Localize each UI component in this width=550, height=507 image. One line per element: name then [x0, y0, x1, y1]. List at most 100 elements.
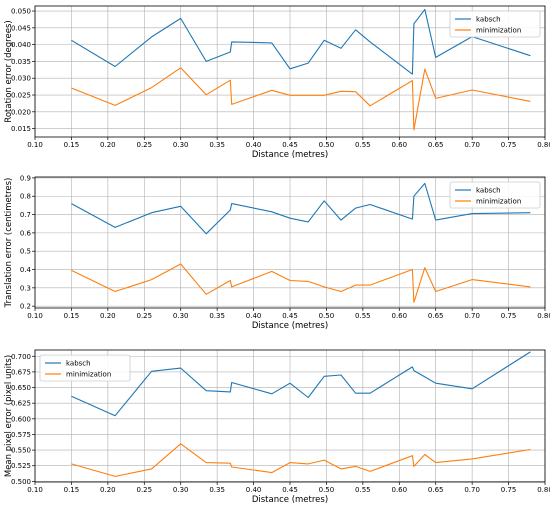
- x-axis-label: Distance (metres): [252, 495, 328, 505]
- legend-label: minimization: [476, 27, 521, 35]
- x-tick-label: 0.20: [100, 312, 116, 320]
- legend: kabsch minimization: [449, 10, 541, 38]
- y-tick-label: 0.035: [11, 58, 31, 66]
- y-tick-label: 0.625: [11, 400, 31, 408]
- legend: kabsch minimization: [449, 181, 541, 209]
- x-tick-label: 0.15: [64, 312, 80, 320]
- x-tick-label: 0.70: [464, 141, 480, 149]
- y-axis-label: Rotation error (degrees): [4, 20, 14, 122]
- x-tick-label: 0.40: [246, 141, 262, 149]
- y-tick-label: 0.600: [11, 415, 31, 423]
- x-tick-label: 0.65: [428, 486, 444, 494]
- x-tick-label: 0.55: [355, 312, 371, 320]
- plot-frame: [34, 5, 546, 138]
- y-tick-label: 0.700: [11, 353, 31, 361]
- y-tick-label: 0.675: [11, 368, 31, 376]
- y-tick-label: 0.030: [11, 75, 31, 83]
- x-tick-label: 0.75: [501, 141, 517, 149]
- legend-label: kabsch: [66, 360, 91, 368]
- y-tick-label: 0.575: [11, 431, 31, 439]
- x-tick-label: 0.35: [209, 312, 225, 320]
- y-axis-label: Mean pixel error (pixel units): [4, 355, 14, 477]
- y-tick-label: 0.525: [11, 462, 31, 470]
- x-tick-label: 0.20: [100, 486, 116, 494]
- x-tick-label: 0.30: [173, 141, 189, 149]
- x-tick-label: 0.25: [136, 141, 152, 149]
- x-tick-label: 0.20: [100, 141, 116, 149]
- x-tick-label: 0.15: [64, 141, 80, 149]
- series-line-minimization: [71, 67, 531, 131]
- x-tick-label: 0.65: [428, 141, 444, 149]
- legend-label: minimization: [476, 198, 521, 206]
- y-tick-label: 0.5: [20, 248, 31, 256]
- x-axis-label: Distance (metres): [252, 150, 328, 160]
- x-tick-label: 0.65: [428, 312, 444, 320]
- x-tick-label: 0.45: [282, 312, 298, 320]
- x-tick-label: 0.50: [319, 312, 335, 320]
- x-tick-label: 0.70: [464, 486, 480, 494]
- y-tick-label: 0.9: [20, 174, 31, 182]
- x-tick-label: 0.40: [246, 312, 262, 320]
- x-tick-label: 0.60: [391, 141, 407, 149]
- x-axis-label: Distance (metres): [252, 321, 328, 331]
- series-line-kabsch: [71, 351, 531, 417]
- subplot-1: 0.10 0.15 0.20 0.25 0.30 0.35 0.40 0.45 0.50 0.55…: [4, 5, 550, 160]
- x-tick-label: 0.60: [391, 312, 407, 320]
- x-tick-label: 0.35: [209, 141, 225, 149]
- x-tick-label: 0.50: [319, 486, 335, 494]
- series-line-kabsch: [71, 8, 531, 75]
- x-tick-label: 0.10: [27, 312, 43, 320]
- y-tick-label: 0.020: [11, 108, 31, 116]
- x-tick-label: 0.70: [464, 312, 480, 320]
- series-line-kabsch: [71, 182, 531, 235]
- x-tick-label: 0.10: [27, 486, 43, 494]
- x-tick-label: 0.80: [537, 141, 550, 149]
- x-tick-label: 0.55: [355, 486, 371, 494]
- x-tick-label: 0.75: [501, 486, 517, 494]
- y-tick-label: 0.050: [11, 8, 31, 16]
- x-tick-label: 0.25: [136, 486, 152, 494]
- x-tick-label: 0.40: [246, 486, 262, 494]
- legend-box: [449, 10, 541, 38]
- y-tick-label: 0.045: [11, 24, 31, 32]
- y-tick-label: 0.6: [20, 229, 32, 237]
- x-tick-label: 0.35: [209, 486, 225, 494]
- y-axis-label: Translation error (centimetres): [4, 178, 14, 309]
- y-tick-label: 0.7: [20, 211, 31, 219]
- legend-label: kabsch: [476, 187, 501, 195]
- x-tick-label: 0.25: [136, 312, 152, 320]
- legend-label: minimization: [66, 371, 111, 379]
- plot-frame: [34, 349, 546, 483]
- x-tick-label: 0.15: [64, 486, 80, 494]
- y-tick-label: 0.015: [11, 125, 31, 133]
- y-tick-label: 0.550: [11, 447, 31, 455]
- legend-label: kabsch: [476, 16, 501, 24]
- subplot-2: 0.10 0.15 0.20 0.25 0.30 0.35 0.40 0.45 0.50 0.55…: [4, 174, 550, 331]
- x-tick-label: 0.80: [537, 486, 550, 494]
- x-tick-label: 0.45: [282, 141, 298, 149]
- y-tick-label: 0.4: [20, 266, 32, 274]
- y-tick-label: 0.500: [11, 478, 31, 486]
- y-tick-label: 0.650: [11, 384, 31, 392]
- x-tick-label: 0.45: [282, 486, 298, 494]
- x-tick-label: 0.75: [501, 312, 517, 320]
- x-tick-label: 0.50: [319, 141, 335, 149]
- series-line-minimization: [71, 443, 531, 477]
- legend: kabsch minimization: [39, 354, 131, 382]
- x-tick-label: 0.30: [173, 312, 189, 320]
- x-tick-label: 0.30: [173, 486, 189, 494]
- x-tick-label: 0.60: [391, 486, 407, 494]
- series-line-minimization: [71, 263, 531, 304]
- y-tick-label: 0.040: [11, 41, 31, 49]
- x-tick-label: 0.80: [537, 312, 550, 320]
- y-tick-label: 0.8: [20, 193, 31, 201]
- subplot-3: 0.10 0.15 0.20 0.25 0.30 0.35 0.40 0.45 0.50 0.55…: [4, 349, 550, 505]
- legend-box: [39, 354, 131, 382]
- x-tick-label: 0.55: [355, 141, 371, 149]
- x-tick-label: 0.10: [27, 141, 43, 149]
- legend-box: [449, 181, 541, 209]
- y-tick-label: 0.025: [11, 92, 31, 100]
- y-tick-label: 0.2: [20, 303, 31, 311]
- plot-frame: [34, 176, 546, 309]
